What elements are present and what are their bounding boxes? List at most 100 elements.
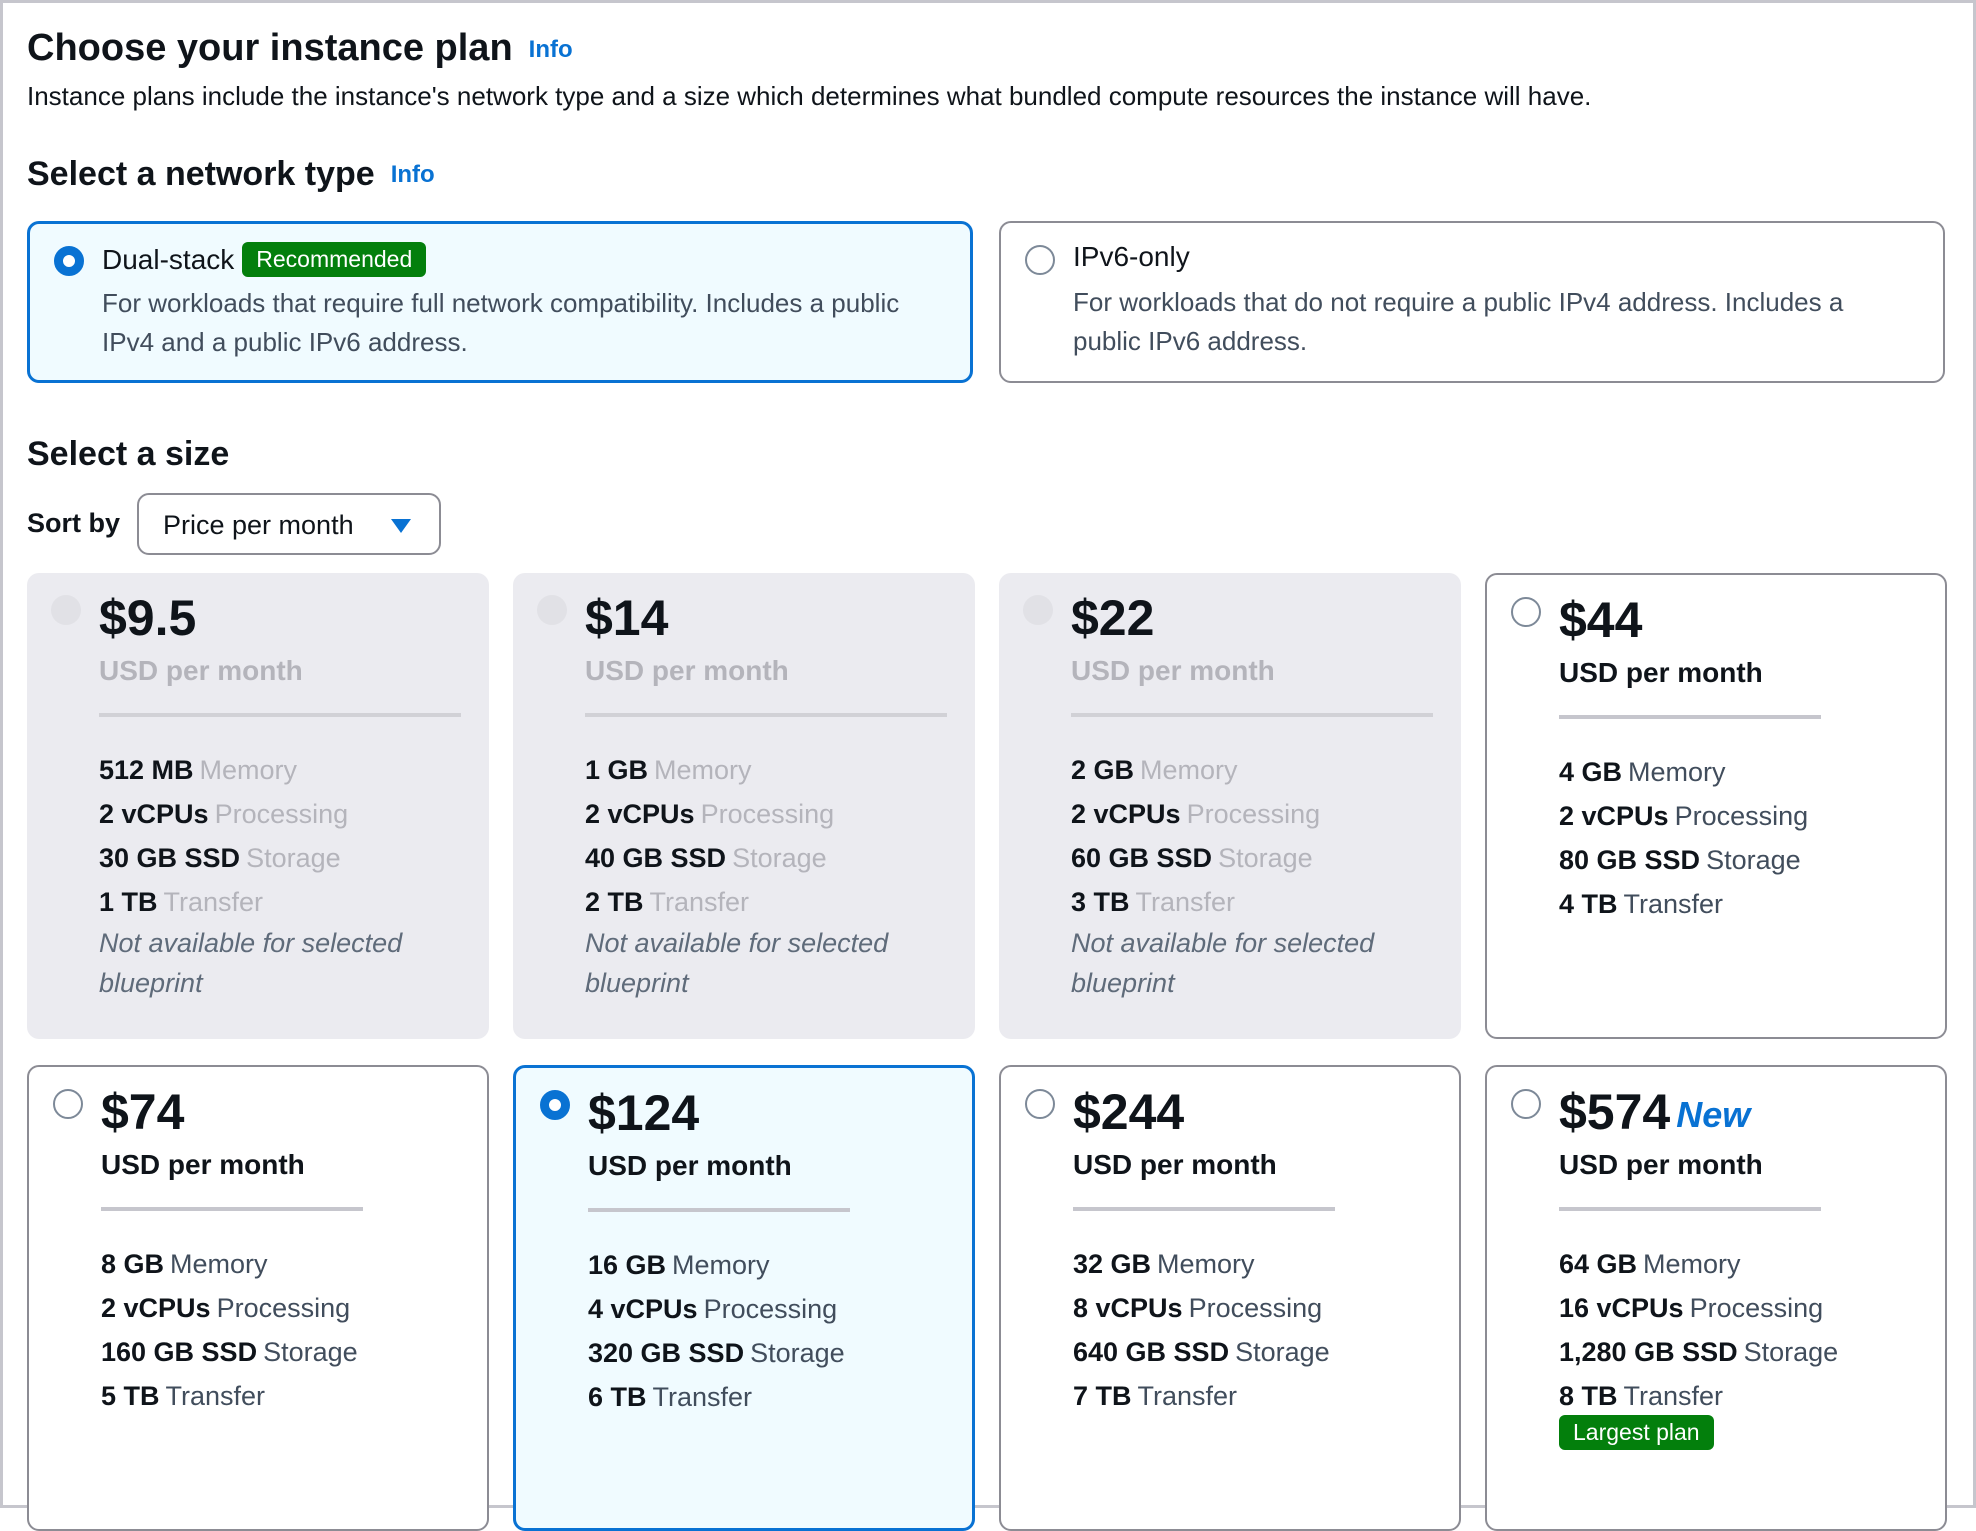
plan-divider [588, 1208, 850, 1212]
network-option-dual-stack[interactable]: Dual-stack Recommended For workloads tha… [27, 221, 973, 383]
spec-label: Processing [1188, 1293, 1323, 1323]
spec-label: Transfer [163, 887, 264, 917]
largest-plan-badge: Largest plan [1559, 1415, 1714, 1450]
spec-transfer: 1 TB Transfer [99, 880, 348, 924]
plan-card-244[interactable]: $244 USD per month 32 GB Memory 8 vCPUs Pr… [999, 1065, 1461, 1531]
plan-price: $574 New [1559, 1083, 1750, 1141]
spec-value: 32 GB [1073, 1249, 1152, 1279]
spec-label: Processing [700, 799, 835, 829]
plan-divider [1071, 713, 1433, 717]
spec-value: 3 TB [1071, 887, 1130, 917]
spec-value: 40 GB SSD [585, 843, 727, 873]
plan-price-value: $574 [1559, 1084, 1671, 1140]
spec-value: 7 TB [1073, 1381, 1132, 1411]
spec-label: Storage [732, 843, 827, 873]
spec-processing: 2 vCPUs Processing [1071, 792, 1320, 836]
plan-divider [1559, 1207, 1821, 1211]
plan-divider [101, 1207, 363, 1211]
network-option-label: Dual-stack [102, 243, 235, 275]
spec-processing: 2 vCPUs Processing [101, 1286, 358, 1330]
info-link[interactable]: Info [528, 36, 573, 63]
plan-unit: USD per month [1559, 1149, 1763, 1180]
spec-transfer: 4 TB Transfer [1559, 882, 1808, 926]
spec-label: Storage [246, 843, 341, 873]
spec-value: 160 GB SSD [101, 1337, 258, 1367]
spec-storage: 40 GB SSD Storage [585, 836, 834, 880]
spec-label: Processing [1674, 801, 1809, 831]
radio-dual-stack[interactable] [54, 246, 84, 276]
spec-storage: 80 GB SSD Storage [1559, 838, 1808, 882]
spec-processing: 2 vCPUs Processing [99, 792, 348, 836]
plan-card-74[interactable]: $74 USD per month 8 GB Memory 2 vCPUs Proc… [27, 1065, 489, 1531]
spec-memory: 64 GB Memory [1559, 1242, 1838, 1286]
spec-value: 1,280 GB SSD [1559, 1337, 1738, 1367]
spec-storage: 30 GB SSD Storage [99, 836, 348, 880]
spec-value: 2 GB [1071, 755, 1135, 785]
plan-radio[interactable] [1025, 1089, 1055, 1119]
spec-memory: 512 MB Memory [99, 748, 348, 792]
spec-memory: 2 GB Memory [1071, 748, 1320, 792]
plan-card-44[interactable]: $44 USD per month 4 GB Memory 2 vCPUs Proc… [1485, 573, 1947, 1039]
spec-value: 2 vCPUs [99, 799, 209, 829]
spec-label: Processing [703, 1294, 838, 1324]
plan-specs: 4 GB Memory 2 vCPUs Processing 80 GB SSD St… [1559, 750, 1808, 926]
plan-unit: USD per month [585, 655, 789, 686]
spec-memory: 32 GB Memory [1073, 1242, 1330, 1286]
spec-memory: 16 GB Memory [588, 1243, 845, 1287]
plan-card-14: $14 USD per month 1 GB Memory 2 vCPUs Proc… [513, 573, 975, 1039]
spec-label: Transfer [649, 887, 750, 917]
plan-radio[interactable] [53, 1089, 83, 1119]
sort-select[interactable]: Price per month [137, 493, 441, 555]
plan-card-124[interactable]: $124 USD per month 16 GB Memory 4 vCPUs Pr… [513, 1065, 975, 1531]
spec-storage: 160 GB SSD Storage [101, 1330, 358, 1374]
spec-value: 60 GB SSD [1071, 843, 1213, 873]
plan-card-9-5: $9.5 USD per month 512 MB Memory 2 vCPUs P… [27, 573, 489, 1039]
plan-price: $44 [1559, 592, 1643, 648]
spec-label: Storage [1743, 1337, 1839, 1367]
plan-price: $74 [101, 1084, 185, 1140]
plan-radio[interactable] [1511, 1089, 1541, 1119]
spec-value: 4 GB [1559, 757, 1623, 787]
plan-specs: 64 GB Memory 16 vCPUs Processing 1,280 GB … [1559, 1242, 1838, 1418]
spec-label: Memory [1157, 1249, 1255, 1279]
new-tag: New [1676, 1094, 1751, 1135]
network-info-link[interactable]: Info [390, 161, 435, 188]
plan-divider [585, 713, 947, 717]
spec-label: Memory [199, 755, 298, 785]
spec-processing: 4 vCPUs Processing [588, 1287, 845, 1331]
spec-label: Processing [1689, 1293, 1824, 1323]
spec-value: 6 TB [588, 1382, 647, 1412]
spec-value: 1 TB [99, 887, 158, 917]
spec-processing: 2 vCPUs Processing [585, 792, 834, 836]
spec-value: 5 TB [101, 1381, 160, 1411]
caret-down-icon [391, 519, 411, 533]
spec-label: Memory [672, 1250, 770, 1280]
spec-transfer: 5 TB Transfer [101, 1374, 358, 1418]
plan-divider [1559, 715, 1821, 719]
spec-memory: 4 GB Memory [1559, 750, 1808, 794]
spec-label: Memory [654, 755, 752, 785]
spec-storage: 1,280 GB SSD Storage [1559, 1330, 1838, 1374]
radio-ipv6-only[interactable] [1025, 245, 1055, 275]
page-title: Choose your instance plan Info [27, 27, 573, 70]
plan-radio[interactable] [540, 1090, 570, 1120]
plan-unit: USD per month [1559, 657, 1763, 688]
spec-value: 2 TB [585, 887, 644, 917]
plan-price: $244 [1073, 1084, 1185, 1140]
plan-specs: 16 GB Memory 4 vCPUs Processing 320 GB SSD… [588, 1243, 845, 1419]
spec-label: Storage [1706, 845, 1801, 875]
spec-value: 16 vCPUs [1559, 1293, 1684, 1323]
network-option-title: Dual-stack Recommended [102, 242, 427, 277]
network-option-ipv6-only[interactable]: IPv6-only For workloads that do not requ… [999, 221, 1945, 383]
plan-specs: 8 GB Memory 2 vCPUs Processing 160 GB SSD S… [101, 1242, 358, 1418]
page-description: Instance plans include the instance's ne… [27, 81, 1592, 111]
plan-card-574[interactable]: $574 New USD per month 64 GB Memory 16 vCP… [1485, 1065, 1947, 1531]
spec-value: 2 vCPUs [1071, 799, 1181, 829]
spec-value: 80 GB SSD [1559, 845, 1701, 875]
network-option-description: For workloads that require full network … [102, 288, 900, 357]
plan-specs: 1 GB Memory 2 vCPUs Processing 40 GB SSD St… [585, 748, 834, 924]
spec-value: 2 vCPUs [585, 799, 695, 829]
sort-label: Sort by [27, 508, 121, 538]
spec-value: 4 TB [1559, 889, 1618, 919]
plan-radio[interactable] [1511, 597, 1541, 627]
